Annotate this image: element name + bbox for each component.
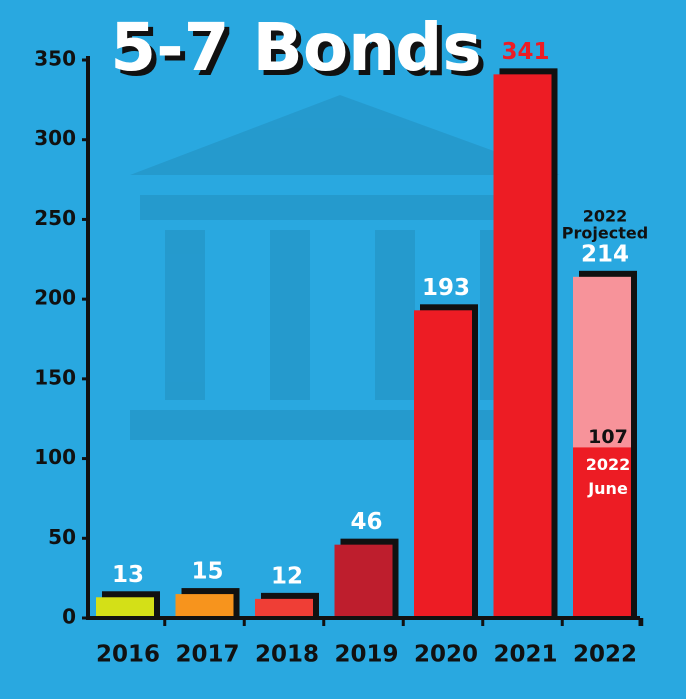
plot: 0 50 100 150 200 250 300 350 13 2016 15 2017 12 2018 4… [34,39,648,668]
title-shadow: 5-7 Bonds [115,14,486,91]
value-label: 193 [422,275,470,301]
overlay-value-label: 107 [588,426,628,448]
x-tick-label: 2021 [493,642,557,668]
annotation: Projected [562,223,648,242]
y-tick-label: 300 [34,126,76,150]
chart-title: 5-7 Bonds [110,9,481,86]
x-tick-label: 2017 [175,642,239,668]
value-label: 341 [501,39,549,65]
bar [334,544,393,618]
overlay-label: June [587,479,628,498]
y-tick-label: 0 [62,605,76,629]
overlay-label: 2022 [586,455,631,474]
x-tick-label: 2022 [573,642,637,668]
y-tick-label: 350 [34,47,76,71]
overlay-bar [573,447,631,618]
bar [493,74,552,618]
value-label: 13 [112,562,144,588]
value-label: 15 [191,559,223,585]
value-label: 46 [350,509,382,535]
x-tick-label: 2016 [96,642,160,668]
annotation: 2022 [583,206,628,225]
x-tick-label: 2018 [255,642,319,668]
bar [96,597,154,618]
y-tick-label: 250 [34,206,76,230]
y-tick-label: 200 [34,286,76,310]
bar [175,594,234,618]
x-tick-label: 2019 [334,642,398,668]
x-tick-label: 2020 [414,642,478,668]
y-tick-label: 150 [34,365,76,389]
y-tick-label: 100 [34,445,76,469]
bar [255,598,313,618]
value-label: 214 [581,241,629,267]
y-tick-label: 50 [48,525,76,549]
value-label: 12 [271,563,303,589]
bar [414,310,472,618]
